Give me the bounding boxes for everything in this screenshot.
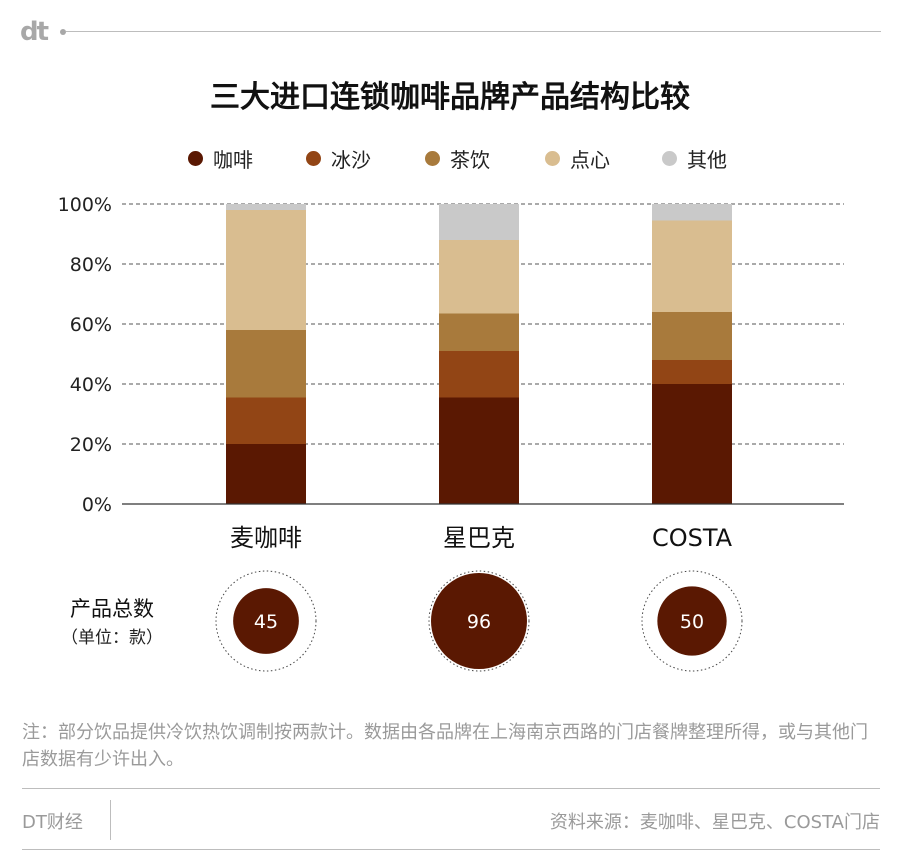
total-value-label: 45: [254, 611, 278, 633]
legend-item-snack: 点心: [545, 144, 610, 172]
legend-swatch-other: [662, 150, 677, 166]
legend-item-coffee: 咖啡: [188, 144, 253, 172]
total-circle: [233, 588, 299, 654]
bar-segment: [652, 384, 732, 504]
total-value-label: 96: [467, 611, 491, 633]
bar-segment: [226, 204, 306, 210]
bar-segment: [439, 351, 519, 398]
footnote: 注：部分饮品提供冷饮热饮调制按两款计。数据由各品牌在上海南京西路的门店餐牌整理所…: [22, 722, 868, 770]
legend-label-tea: 茶饮: [450, 147, 490, 172]
total-circle: [657, 586, 727, 656]
total-circle-outline: [428, 570, 530, 672]
bar-segment: [226, 330, 306, 398]
legend-swatch-snack: [545, 150, 560, 166]
bar-segment: [652, 204, 732, 221]
footer-bottom-rule: [22, 849, 880, 850]
legend: 咖啡 冰沙 茶饮 点心 其他: [0, 144, 900, 172]
dt-logo: dt: [20, 17, 49, 47]
total-value-label: 50: [680, 611, 704, 633]
y-tick-label: 80%: [70, 254, 112, 276]
bar-segment: [226, 210, 306, 330]
legend-item-other: 其他: [662, 144, 727, 172]
bar-segment: [226, 397, 306, 444]
footer-separator: [110, 800, 111, 840]
footer-top-rule: [22, 788, 880, 789]
x-category-label: COSTA: [652, 524, 733, 552]
y-tick-label: 40%: [70, 374, 112, 396]
total-circle-outline: [215, 570, 317, 672]
bar-segment: [652, 312, 732, 360]
legend-item-tea: 茶饮: [425, 144, 490, 172]
total-circle: [431, 573, 527, 669]
bar-segment: [439, 397, 519, 504]
y-tick-label: 20%: [70, 434, 112, 456]
footer-brand: DT财经: [22, 812, 83, 833]
legend-swatch-ice: [306, 150, 321, 166]
chart-title: 三大进口连锁咖啡品牌产品结构比较: [210, 80, 690, 115]
totals-label: 产品总数: [70, 597, 154, 621]
legend-swatch-tea: [425, 150, 440, 166]
legend-label-coffee: 咖啡: [213, 147, 253, 172]
legend-label-snack: 点心: [570, 147, 610, 172]
bar-segment: [439, 204, 519, 240]
x-category-label: 麦咖啡: [230, 524, 302, 552]
y-tick-label: 100%: [58, 194, 112, 216]
totals-unit-label: （单位：款）: [61, 628, 163, 648]
total-circle-outline: [641, 570, 743, 672]
footer-source: 资料来源：麦咖啡、星巴克、COSTA门店: [549, 812, 880, 833]
legend-label-other: 其他: [687, 147, 727, 172]
bar-segment: [652, 360, 732, 384]
x-category-label: 星巴克: [443, 524, 515, 552]
logo-dot: [60, 29, 66, 35]
bar-segment: [652, 220, 732, 312]
stacked-bar-chart: 100% 80% 60% 40% 20% 0% 麦咖啡 星巴克 COSTA 45 96 50: [58, 194, 844, 672]
legend-label-ice: 冰沙: [331, 147, 371, 172]
bar-segment: [439, 240, 519, 314]
header-rule: [66, 31, 881, 32]
legend-swatch-coffee: [188, 150, 203, 166]
bar-segment: [226, 444, 306, 504]
legend-item-ice: 冰沙: [306, 144, 371, 172]
y-tick-label: 60%: [70, 314, 112, 336]
bar-segment: [439, 313, 519, 351]
y-tick-label: 0%: [82, 494, 112, 516]
